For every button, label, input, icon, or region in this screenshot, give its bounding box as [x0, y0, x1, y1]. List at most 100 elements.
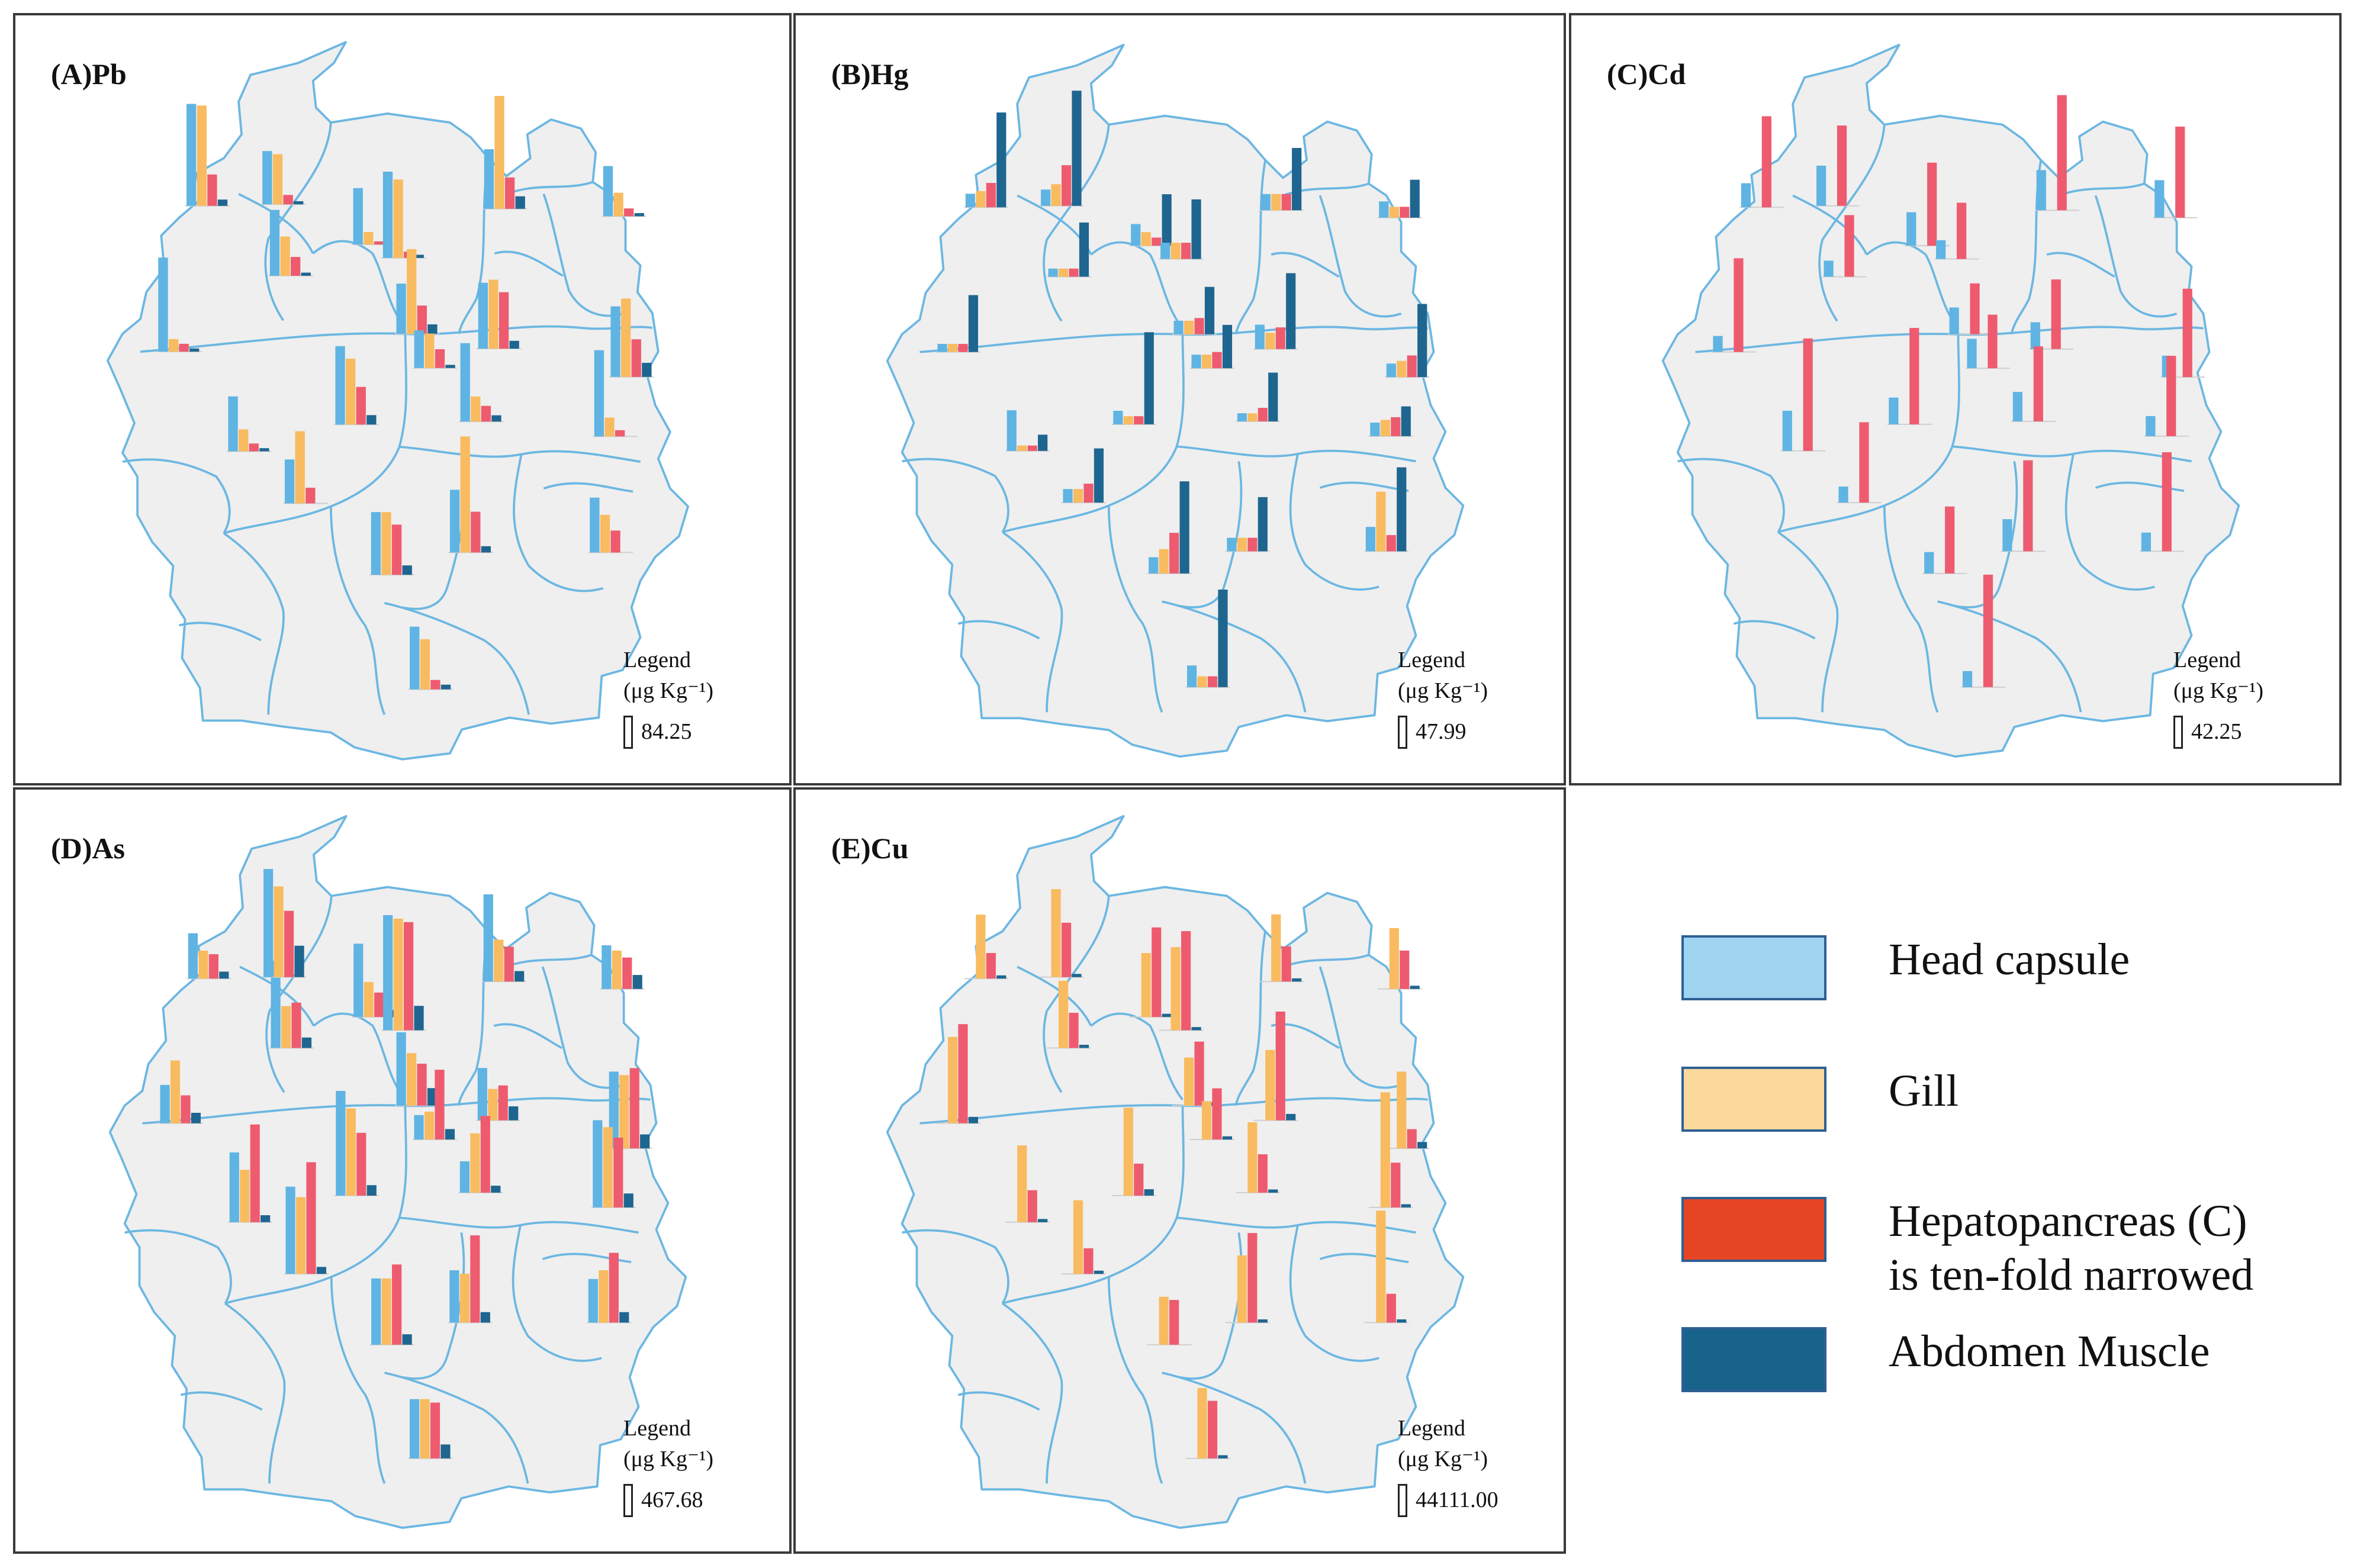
- bar-muscle: [1094, 1270, 1104, 1274]
- bar-muscle: [1079, 1045, 1089, 1048]
- site-bar-group: [408, 1399, 453, 1459]
- district-boundary: [1818, 124, 1886, 322]
- bar-muscle: [440, 1444, 451, 1458]
- bar-muscle: [1401, 1204, 1411, 1208]
- bar-gill: [1237, 1255, 1247, 1323]
- bar-gill: [1376, 1210, 1386, 1323]
- county-boundary-outline: [886, 815, 1465, 1529]
- district-boundary: [513, 454, 604, 593]
- bar-gill: [198, 951, 208, 979]
- bar-head: [1838, 486, 1848, 503]
- bar-muscle: [1268, 1189, 1278, 1193]
- bar-gill: [280, 236, 290, 276]
- bar-head: [2012, 392, 2022, 421]
- site-bar-group: [413, 330, 458, 369]
- bar-gill: [393, 179, 403, 258]
- district-boundary: [224, 1105, 407, 1305]
- site-bar-group: [1364, 467, 1409, 552]
- legend-scale-bar: [2173, 716, 2183, 749]
- bar-head: [1386, 363, 1396, 378]
- bar-head: [1160, 243, 1170, 259]
- district-boundary: [493, 1023, 562, 1049]
- bar-gill: [600, 514, 610, 553]
- bar-muscle: [1144, 1189, 1154, 1196]
- site-bar-group: [591, 1120, 636, 1208]
- district-boundary: [902, 1229, 1009, 1305]
- bar-head: [1149, 557, 1159, 574]
- bar-muscle: [414, 1006, 424, 1031]
- site-bar-group: [458, 1116, 503, 1193]
- district-boundary: [2058, 182, 2145, 197]
- site-bar-group: [381, 915, 426, 1031]
- district-boundary: [140, 325, 653, 353]
- district-boundary: [224, 1302, 286, 1484]
- site-bar-group: [607, 1068, 652, 1150]
- bar-head: [1936, 240, 1946, 259]
- bar-gill: [420, 1399, 430, 1458]
- bar-hepato: [305, 487, 316, 504]
- bar-muscle: [1218, 590, 1228, 687]
- district-boundary: [1176, 445, 1416, 463]
- bar-hepato: [249, 443, 259, 452]
- site-bar-group: [381, 172, 426, 259]
- bar-head: [1949, 307, 1959, 334]
- bar-gill: [393, 918, 403, 1031]
- bar-muscle: [402, 1334, 412, 1345]
- map-panel-cu: (E)Cu Legend (μg Kg⁻¹) 44111.00: [793, 787, 1566, 1554]
- bar-head: [1889, 397, 1899, 424]
- bar-muscle: [996, 112, 1006, 208]
- bar-gill: [1170, 243, 1181, 259]
- site-bar-group: [1039, 889, 1084, 978]
- bar-head: [2146, 416, 2156, 436]
- bar-head: [588, 1279, 598, 1323]
- bar-muscle: [1162, 194, 1172, 246]
- bar-head: [396, 284, 406, 334]
- bar-hepato: [2023, 460, 2033, 552]
- bar-hepato: [1859, 422, 1869, 503]
- bar-muscle: [427, 324, 438, 334]
- site-bar-group: [268, 210, 313, 276]
- bar-hepato: [1207, 676, 1218, 687]
- district-boundary: [1162, 1371, 1307, 1484]
- site-bar-group: [1005, 1145, 1050, 1223]
- legend-value-as: 467.68: [641, 1487, 703, 1513]
- bar-gill: [1271, 914, 1281, 982]
- bar-head: [483, 894, 493, 982]
- district-boundary: [1677, 458, 1785, 533]
- legend-hg: Legend (μg Kg⁻¹) 47.99: [1398, 645, 1528, 749]
- bar-hepato: [1281, 194, 1291, 211]
- bar-hepato: [1027, 445, 1037, 451]
- site-bar-group: [369, 1264, 414, 1345]
- bar-head: [188, 933, 198, 979]
- bar-head: [2154, 180, 2165, 218]
- bar-muscle: [1222, 324, 1233, 369]
- bar-gill: [272, 154, 283, 205]
- bar-hepato: [435, 349, 445, 368]
- site-bar-group: [1385, 1071, 1430, 1150]
- bar-hepato: [430, 680, 440, 690]
- key-item-gill: Gill: [1681, 1066, 1959, 1132]
- site-bar-group: [269, 961, 314, 1049]
- site-bar-group: [1129, 194, 1174, 247]
- district-boundary: [238, 192, 314, 255]
- legend-as: Legend (μg Kg⁻¹) 467.68: [623, 1414, 754, 1517]
- bar-hepato: [1391, 1163, 1401, 1208]
- bar-hepato: [430, 1402, 440, 1458]
- site-bar-group: [609, 298, 654, 378]
- bar-head: [459, 1161, 469, 1193]
- bar-head: [2036, 170, 2046, 211]
- bar-hepato: [1803, 338, 1813, 451]
- bar-gill: [381, 1278, 391, 1345]
- bar-gill: [1201, 355, 1212, 369]
- site-bar-group: [482, 894, 527, 983]
- key-item-hepatopancreas: Hepatopancreas (C) is ten-fold narrowed: [1681, 1196, 2253, 1302]
- bar-muscle: [427, 1088, 438, 1106]
- site-bar-group: [600, 945, 645, 990]
- site-bar-group: [1711, 258, 1756, 353]
- bar-muscle: [1179, 481, 1189, 574]
- bar-head: [284, 459, 295, 504]
- district-boundary: [1043, 124, 1110, 322]
- district-boundary: [542, 194, 626, 317]
- bar-gill: [620, 298, 631, 377]
- site-bar-group: [1236, 1122, 1281, 1193]
